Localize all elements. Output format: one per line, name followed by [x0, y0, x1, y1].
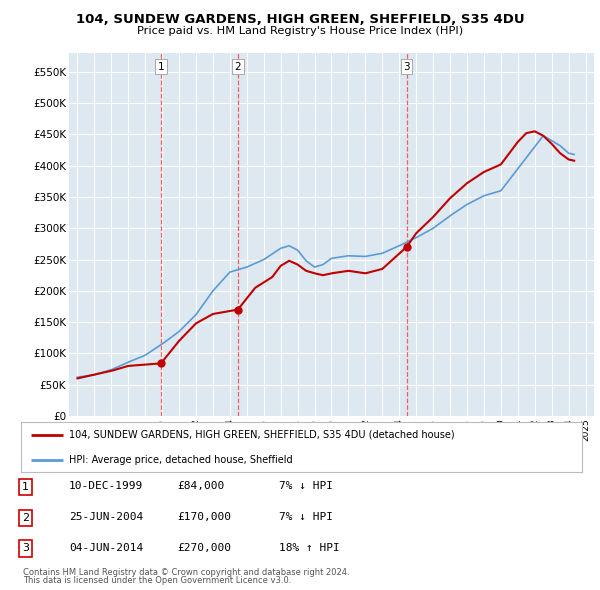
- Text: £270,000: £270,000: [177, 543, 231, 553]
- Text: £170,000: £170,000: [177, 512, 231, 522]
- Text: 7% ↓ HPI: 7% ↓ HPI: [279, 481, 333, 491]
- Text: 3: 3: [403, 62, 410, 72]
- Text: 04-JUN-2014: 04-JUN-2014: [69, 543, 143, 553]
- Text: HPI: Average price, detached house, Sheffield: HPI: Average price, detached house, Shef…: [68, 455, 292, 465]
- Text: 104, SUNDEW GARDENS, HIGH GREEN, SHEFFIELD, S35 4DU: 104, SUNDEW GARDENS, HIGH GREEN, SHEFFIE…: [76, 13, 524, 26]
- Text: 7% ↓ HPI: 7% ↓ HPI: [279, 512, 333, 522]
- Text: 2: 2: [22, 513, 29, 523]
- Text: This data is licensed under the Open Government Licence v3.0.: This data is licensed under the Open Gov…: [23, 576, 291, 585]
- Text: 104, SUNDEW GARDENS, HIGH GREEN, SHEFFIELD, S35 4DU (detached house): 104, SUNDEW GARDENS, HIGH GREEN, SHEFFIE…: [68, 430, 454, 440]
- Text: £84,000: £84,000: [177, 481, 224, 491]
- Text: Price paid vs. HM Land Registry's House Price Index (HPI): Price paid vs. HM Land Registry's House …: [137, 26, 463, 36]
- Text: 18% ↑ HPI: 18% ↑ HPI: [279, 543, 340, 553]
- Text: 2: 2: [235, 62, 241, 72]
- Text: Contains HM Land Registry data © Crown copyright and database right 2024.: Contains HM Land Registry data © Crown c…: [23, 568, 349, 577]
- Text: 1: 1: [22, 482, 29, 492]
- Text: 25-JUN-2004: 25-JUN-2004: [69, 512, 143, 522]
- Text: 1: 1: [158, 62, 164, 72]
- Text: 3: 3: [22, 543, 29, 553]
- Text: 10-DEC-1999: 10-DEC-1999: [69, 481, 143, 491]
